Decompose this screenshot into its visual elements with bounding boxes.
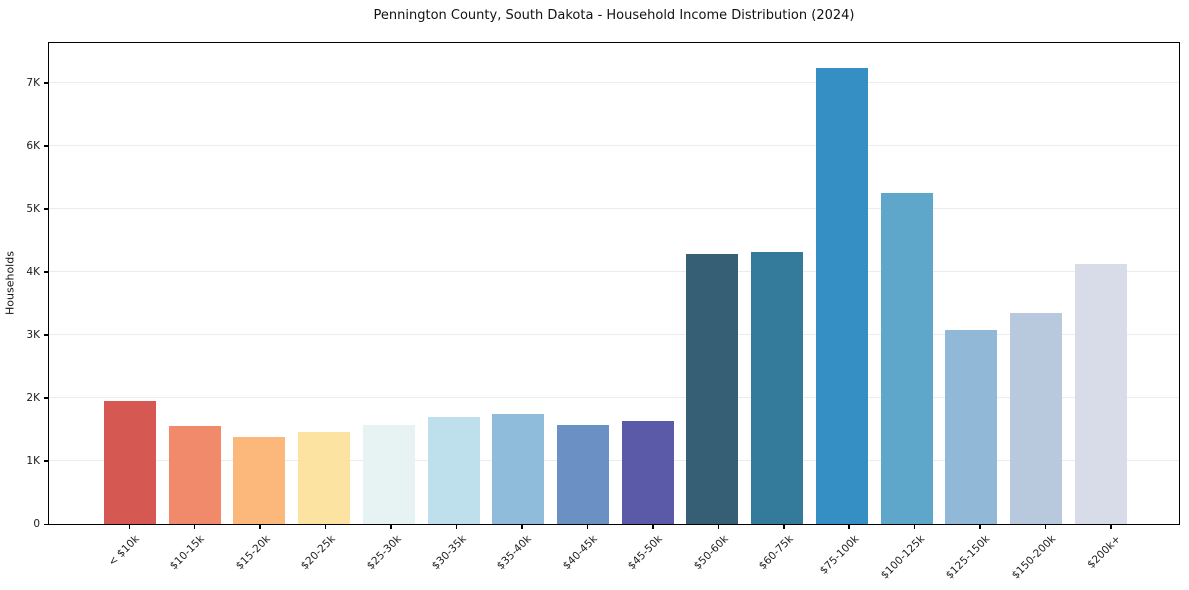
ytick-label-3K: 3K <box>26 328 40 341</box>
bar-$45-50k <box>621 420 674 524</box>
xtick-mark-$25-30k <box>390 525 392 529</box>
bar-$150-200k <box>1010 312 1063 524</box>
xtick-mark-$125-150k <box>979 525 981 529</box>
xtick-mark-$30-35k <box>455 525 458 529</box>
xslot-$200k+: $200k+ <box>1085 525 1137 585</box>
xtick-label-< $10k: < $10k <box>105 533 142 569</box>
xslot-< $10k: < $10k <box>103 525 155 585</box>
xtick-mark-$200k+ <box>1110 525 1112 529</box>
ytick-mark-0 <box>44 523 49 525</box>
gridline-4K <box>49 271 1179 273</box>
bar-$35-40k <box>492 413 545 524</box>
xslot-$15-20k: $15-20k <box>233 525 286 585</box>
bar-$15-20k <box>233 437 286 524</box>
xtick-mark-$75-100k <box>848 525 850 529</box>
bar-$20-25k <box>298 431 351 524</box>
xtick-label-$40-45k: $40-45k <box>560 533 600 573</box>
bar-< $10k <box>104 401 156 524</box>
xtick-mark-$10-15k <box>193 525 196 529</box>
gridline-6K <box>49 145 1179 147</box>
xtick-label-$75-100k: $75-100k <box>817 533 862 577</box>
xslot-$30-35k: $30-35k <box>430 525 482 585</box>
bar-$75-100k <box>815 68 868 524</box>
gridline-5K <box>49 208 1179 210</box>
xslot-$20-25k: $20-25k <box>299 525 351 585</box>
gridline-2K <box>49 397 1179 399</box>
xslot-$125-150k: $125-150k <box>944 525 1006 585</box>
xtick-label-$25-30k: $25-30k <box>364 533 404 573</box>
xtick-mark-$40-45k <box>586 525 589 529</box>
chart-title: Pennington County, South Dakota - Househ… <box>373 8 855 23</box>
xtick-label-$20-25k: $20-25k <box>298 533 338 573</box>
xtick-mark-$35-40k <box>521 525 523 529</box>
xtick-label-$125-150k: $125-150k <box>943 533 993 582</box>
x-axis-ticks: < $10k $10-15k $15-20k $20-25k $25-30k $30-35… <box>103 525 1137 585</box>
xtick-mark-$15-20k <box>259 525 261 529</box>
y-axis-label: Households <box>3 251 17 316</box>
xtick-label-$30-35k: $30-35k <box>429 533 469 573</box>
ytick-label-6K: 6K <box>26 139 40 152</box>
xslot-$150-200k: $150-200k <box>1009 525 1071 585</box>
xtick-mark-$20-25k <box>324 525 327 529</box>
ytick-mark-1K <box>44 460 49 462</box>
xtick-mark-$50-60k <box>717 525 720 529</box>
xtick-mark-$45-50k <box>652 525 654 529</box>
bar-series <box>104 43 1127 524</box>
bar-$30-35k <box>427 416 480 524</box>
gridline-1K <box>49 460 1179 462</box>
xtick-mark-$60-75k <box>783 525 785 529</box>
xslot-$35-40k: $35-40k <box>495 525 548 585</box>
xtick-mark-$150-200k <box>1044 525 1047 529</box>
xtick-label-$50-60k: $50-60k <box>691 533 731 573</box>
xtick-label-$60-75k: $60-75k <box>756 533 797 573</box>
ytick-mark-2K <box>44 397 49 399</box>
xslot-$60-75k: $60-75k <box>756 525 810 585</box>
bar-$60-75k <box>751 252 804 524</box>
ytick-label-2K: 2K <box>26 391 40 404</box>
bar-$40-45k <box>557 425 610 524</box>
ytick-mark-4K <box>44 271 49 273</box>
ytick-mark-3K <box>44 334 49 336</box>
gridline-3K <box>49 334 1179 336</box>
ytick-mark-7K <box>44 82 49 84</box>
bar-$25-30k <box>362 425 415 524</box>
xslot-$45-50k: $45-50k <box>626 525 679 585</box>
ytick-mark-6K <box>44 145 49 147</box>
xtick-label-$200k+: $200k+ <box>1085 533 1124 571</box>
bar-$10-15k <box>168 426 221 524</box>
bar-$200k+ <box>1074 264 1127 524</box>
plot-area: 0 1K 2K 3K 4K 5K 6K 7K <box>26 42 1180 530</box>
xslot-$25-30k: $25-30k <box>364 525 417 585</box>
xtick-label-$45-50k: $45-50k <box>626 533 666 573</box>
xtick-mark-$100-125k <box>913 525 916 529</box>
xtick-label-$10-15k: $10-15k <box>167 533 207 573</box>
xslot-$40-45k: $40-45k <box>561 525 613 585</box>
ytick-label-5K: 5K <box>26 202 40 215</box>
gridline-7K <box>49 82 1179 84</box>
xslot-$10-15k: $10-15k <box>168 525 220 585</box>
xslot-$100-125k: $100-125k <box>878 525 940 585</box>
xtick-label-$15-20k: $15-20k <box>233 533 273 573</box>
xtick-label-$35-40k: $35-40k <box>495 533 535 573</box>
bar-$125-150k <box>945 330 998 524</box>
xtick-label-$150-200k: $150-200k <box>1009 533 1058 582</box>
ytick-label-7K: 7K <box>26 76 40 89</box>
ytick-mark-5K <box>44 208 49 210</box>
ytick-label-0: 0 <box>33 518 40 530</box>
bar-$100-125k <box>880 193 933 524</box>
xslot-$50-60k: $50-60k <box>691 525 744 585</box>
ytick-label-1K: 1K <box>26 454 40 467</box>
xtick-label-$100-125k: $100-125k <box>878 533 927 582</box>
xslot-$75-100k: $75-100k <box>818 525 875 585</box>
bar-$50-60k <box>686 253 739 524</box>
ytick-label-4K: 4K <box>26 265 40 278</box>
xtick-mark-< $10k <box>128 525 130 529</box>
